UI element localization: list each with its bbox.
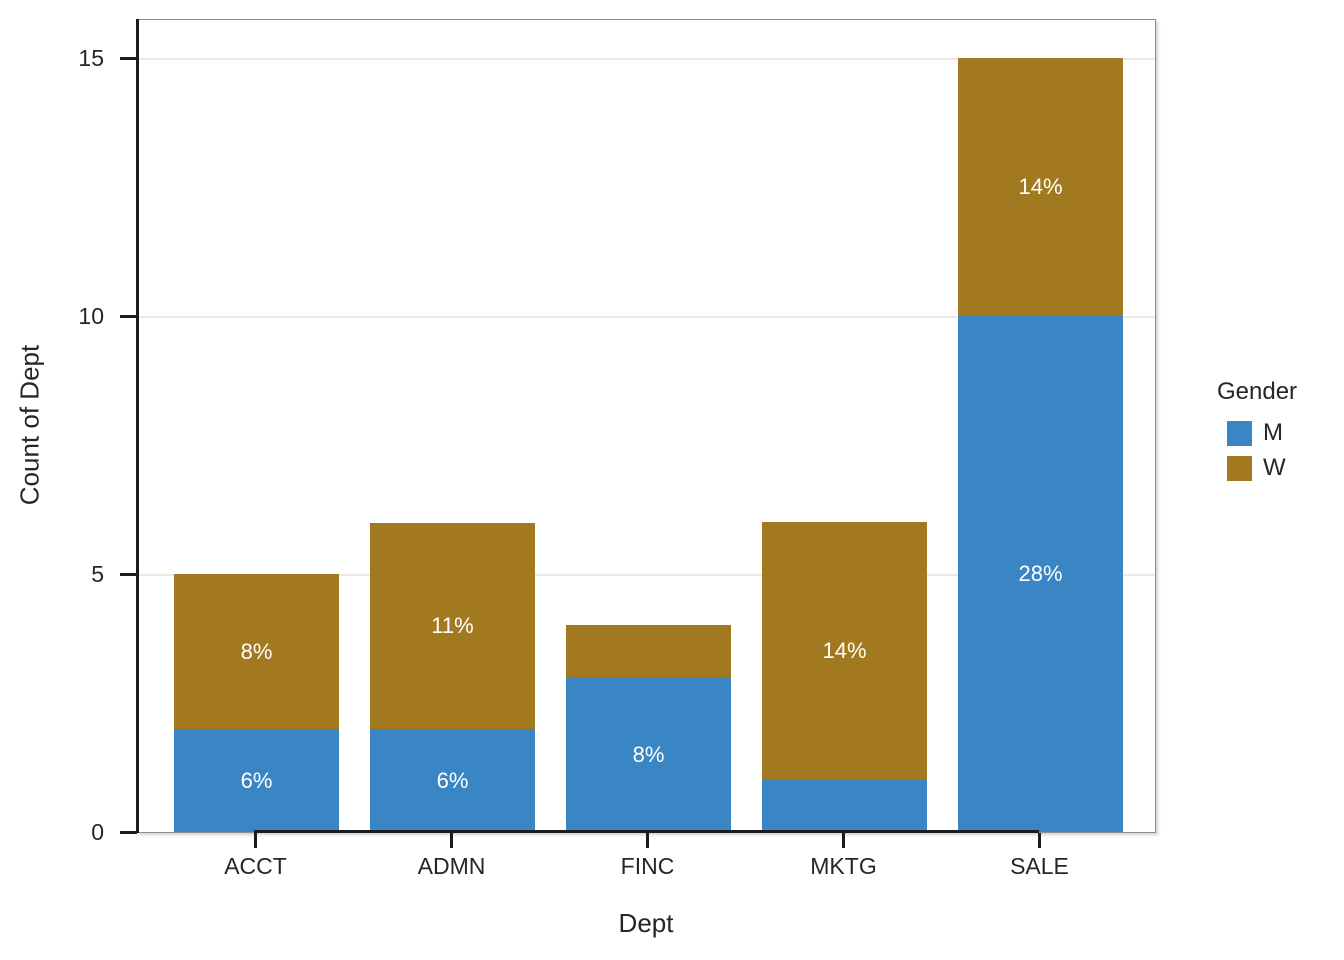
y-tick-label-15: 15 [78, 45, 104, 71]
x-tick-ADMN [450, 833, 453, 848]
x-tick-label-SALE: SALE [1010, 853, 1069, 879]
y-tick-0 [120, 831, 137, 834]
x-axis-title: Dept [618, 908, 674, 938]
bar-label-ACCT-W: 8% [240, 638, 273, 664]
legend-item-W: W [1217, 454, 1297, 482]
y-tick-15 [120, 57, 137, 60]
gridline-y-15 [138, 58, 1155, 60]
gridline-y-5 [138, 574, 1155, 576]
legend-label-W: W [1263, 454, 1286, 481]
y-tick-5 [120, 573, 137, 576]
y-axis-title: Count of Dept [14, 344, 45, 506]
x-tick-label-ACCT: ACCT [224, 853, 287, 879]
bar-MKTG: 14% [762, 522, 927, 832]
bar-label-FINC-M: 8% [632, 741, 665, 767]
x-tick-label-ADMN: ADMN [417, 853, 486, 879]
bar-ACCT: 8% 6% [174, 574, 339, 832]
y-tick-label-10: 10 [78, 303, 104, 329]
x-tick-label-FINC: FINC [620, 853, 675, 879]
bar-label-MKTG-W: 14% [822, 638, 867, 663]
legend-title: Gender [1217, 378, 1298, 405]
bar-label-ACCT-M: 6% [240, 767, 273, 793]
x-tick-FINC [646, 833, 649, 848]
bar-label-SALE-W: 14% [1018, 174, 1063, 199]
bar-segment-MKTG-M [762, 780, 927, 832]
legend-item-M: M [1217, 419, 1297, 447]
bar-segment-MKTG-W: 14% [762, 522, 927, 780]
bar-segment-ACCT-M: 6% [174, 729, 339, 832]
bar-label-ADMN-M: 6% [436, 767, 469, 793]
y-tick-label-0: 0 [91, 819, 104, 845]
bar-label-SALE-M: 28% [1018, 561, 1063, 586]
x-tick-MKTG [842, 833, 845, 848]
bar-segment-SALE-M: 28% [958, 316, 1123, 832]
bar-segment-ACCT-W: 8% [174, 574, 339, 729]
legend-swatch-W [1227, 455, 1252, 481]
bar-segment-FINC-W [566, 625, 731, 677]
bar-segment-ADMN-M: 6% [370, 729, 535, 832]
bar-segment-ADMN-W: 11% [370, 523, 535, 729]
y-axis-line [136, 19, 139, 833]
gridline-y-10 [138, 316, 1155, 318]
x-tick-label-MKTG: MKTG [810, 853, 877, 879]
legend-label-M: M [1263, 419, 1283, 446]
bar-SALE: 14% 28% [958, 58, 1123, 832]
bar-segment-FINC-M: 8% [566, 677, 731, 832]
x-axis-line [254, 830, 1039, 833]
legend-swatch-M [1227, 420, 1252, 446]
x-tick-SALE [1038, 833, 1041, 848]
y-tick-10 [120, 315, 137, 318]
x-tick-ACCT [254, 833, 257, 848]
bar-label-ADMN-W: 11% [431, 613, 474, 638]
bar-segment-SALE-W: 14% [958, 58, 1123, 316]
bar-ADMN: 11% 6% [370, 523, 535, 832]
bar-FINC: 8% [566, 625, 731, 832]
plot-panel: 8% 6% 11% 6% 8% 14% 14% 28% [137, 19, 1156, 833]
y-tick-label-5: 5 [91, 561, 104, 587]
